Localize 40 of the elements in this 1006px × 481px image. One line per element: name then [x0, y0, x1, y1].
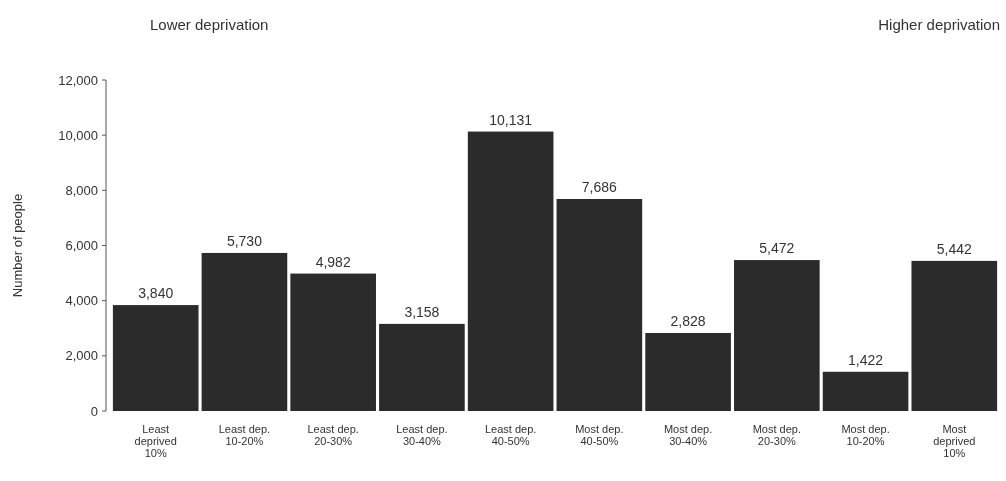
- bar: [645, 332, 731, 411]
- data-label: 3,840: [138, 285, 174, 302]
- data-label: 1,422: [848, 351, 884, 368]
- x-tick-label: Most dep. 20-30%: [752, 423, 801, 447]
- bar: [734, 260, 820, 411]
- data-label: 4,982: [315, 253, 351, 270]
- y-tick-label: 8,000: [65, 182, 98, 198]
- x-tick-label: Least dep. 20-30%: [307, 423, 359, 447]
- x-tick-label: Most deprived 10%: [933, 423, 976, 459]
- bar: [379, 323, 465, 411]
- x-tick-label: Most dep. 30-40%: [663, 423, 713, 447]
- bar: [911, 260, 998, 411]
- x-tick-label: Least dep. 40-50%: [484, 423, 537, 447]
- data-label: 5,730: [226, 232, 263, 249]
- data-label: 2,828: [670, 312, 706, 329]
- x-tick-label: Most dep. 10-20%: [841, 423, 890, 447]
- bar: [112, 305, 199, 411]
- y-tick-label: 0: [90, 403, 98, 419]
- data-label: 5,442: [936, 240, 973, 257]
- y-tick-label: 6,000: [65, 238, 98, 254]
- x-tick-label: Least dep. 30-40%: [396, 423, 448, 447]
- data-label: 7,686: [581, 178, 618, 195]
- data-label: 10,131: [489, 111, 533, 128]
- text: Higher deprivation: [878, 16, 1000, 33]
- bar: [467, 131, 554, 411]
- data-label: 5,472: [759, 240, 795, 257]
- bar: [290, 273, 376, 411]
- bar: [556, 199, 643, 411]
- bar: [201, 252, 288, 411]
- y-tick-label: 4,000: [65, 293, 98, 309]
- x-tick-label: Most dep. 40-50%: [575, 423, 624, 447]
- x-tick-label: Least deprived 10%: [134, 423, 177, 459]
- y-tick-label: 2,000: [65, 348, 98, 364]
- y-tick-label: 12,000: [58, 72, 98, 88]
- data-label: 3,158: [404, 303, 440, 320]
- y-tick-label: 10,000: [58, 127, 98, 143]
- text: Lower deprivation: [150, 16, 269, 33]
- x-tick-label: Least dep. 10-20%: [218, 423, 271, 447]
- bar: [822, 371, 909, 411]
- y-axis-title: Number of people: [10, 193, 25, 298]
